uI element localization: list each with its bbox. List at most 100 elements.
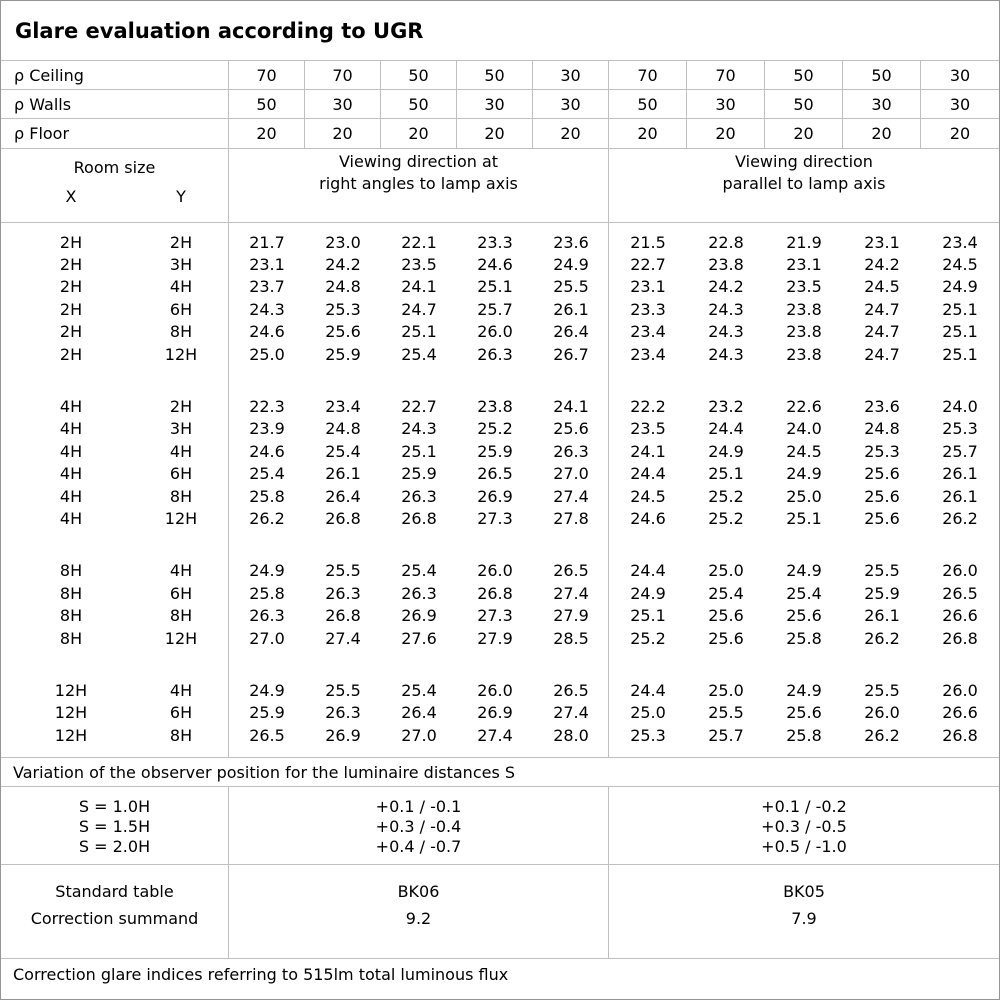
table-header-row: Room size X Y Viewing direction at right… [1,149,999,223]
ugr-value: 24.4 [630,561,666,581]
room-size-block: 8H 4H 24.9 25.5 25.4 26.0 26.5 24.4 25.0 24.9 25.5… [1,560,999,650]
ugr-value: 24.1 [401,277,437,297]
room-y-value: 6H [169,464,193,484]
ugr-value: 25.1 [708,464,744,484]
reflectance-row-label: ρ Walls [1,90,229,119]
table-row: 4H 8H 25.8 26.4 26.3 26.9 27.4 24.5 25.2 25.0 25.6… [1,485,999,507]
table-row: 12H 6H 25.9 26.3 26.4 26.9 27.4 25.0 25.5 25.6 26.… [1,702,999,724]
ugr-value: 24.9 [249,680,285,700]
ugr-value: 24.9 [708,441,744,461]
ugr-value: 25.1 [477,277,513,297]
ugr-value: 25.0 [708,561,744,581]
ugr-value: 27.4 [325,628,361,648]
reflectance-value: 50 [609,90,687,119]
reflectance-value: 20 [687,119,765,149]
reflectance-value: 30 [843,90,921,119]
ugr-value: 23.1 [864,232,900,252]
room-y-value: 8H [169,606,193,626]
variation-note: Variation of the observer position for t… [1,758,999,787]
ugr-value: 22.7 [401,397,437,417]
reflectance-value: 20 [609,119,687,149]
ugr-value: 25.0 [708,680,744,700]
standard-table-block: Standard table Correction summand BK06 9.2 B… [1,865,999,959]
ugr-value: 22.7 [630,255,666,275]
room-y-value: 6H [169,583,193,603]
room-x-value: 4H [59,441,83,461]
ugr-value: 24.5 [786,441,822,461]
ugr-value: 23.4 [325,397,361,417]
ugr-value: 23.6 [864,397,900,417]
reflectance-value: 70 [305,61,381,90]
ugr-value: 28.5 [553,628,589,648]
observer-variation-parallel: +0.1 / -0.2 +0.3 / -0.5 +0.5 / -1.0 [609,787,999,864]
ugr-value: 25.9 [401,464,437,484]
ugr-value: 25.4 [249,464,285,484]
ugr-value: 22.6 [786,397,822,417]
room-y-value: 4H [169,441,193,461]
ugr-value: 24.2 [325,255,361,275]
ugr-value: 27.4 [553,486,589,506]
viewing-direction-right-angles-header: Viewing direction at right angles to lam… [229,149,609,222]
room-x-value: 2H [59,322,83,342]
ugr-value: 26.8 [477,583,513,603]
ugr-value: 25.8 [249,583,285,603]
column-divider [228,223,229,757]
header-line: right angles to lamp axis [319,174,518,193]
reflectance-value: 30 [305,90,381,119]
ugr-value: 25.1 [942,322,978,342]
room-x-value: 2H [59,277,83,297]
table-row: 2H 8H 24.6 25.6 25.1 26.0 26.4 23.4 24.3 23.8 24.7… [1,321,999,343]
ugr-value: 26.1 [864,606,900,626]
ugr-value: 26.8 [325,508,361,528]
ugr-value: 26.3 [477,344,513,364]
ugr-value: 24.4 [708,419,744,439]
ugr-value: 24.2 [708,277,744,297]
standard-value: BK06 [397,882,440,901]
ugr-value: 23.0 [325,232,361,252]
room-x-value: 2H [59,232,83,252]
ugr-value: 24.1 [553,397,589,417]
ugr-value: 26.9 [325,725,361,745]
ugr-value: 24.4 [630,680,666,700]
ugr-value: 25.2 [477,419,513,439]
room-x-value: 4H [59,397,83,417]
table-row: 12H 8H 26.5 26.9 27.0 27.4 28.0 25.3 25.7 25.8 26.… [1,724,999,746]
ugr-value: 25.1 [401,441,437,461]
ugr-value: 24.5 [864,277,900,297]
table-row: 8H 6H 25.8 26.3 26.3 26.8 27.4 24.9 25.4 25.4 25.9… [1,582,999,604]
ugr-value: 23.3 [477,232,513,252]
ugr-value: 23.9 [249,419,285,439]
ugr-value: 26.0 [477,561,513,581]
variation-value: +0.5 / -1.0 [761,837,847,856]
table-row: 2H 12H 25.0 25.9 25.4 26.3 26.7 23.4 24.3 23.8 24.… [1,343,999,365]
ugr-value: 23.8 [708,255,744,275]
ugr-value: 25.6 [864,486,900,506]
ugr-value: 23.7 [249,277,285,297]
ugr-value: 25.6 [708,606,744,626]
ugr-value: 24.6 [249,322,285,342]
ugr-value: 23.4 [630,344,666,364]
table-row: 8H 8H 26.3 26.8 26.9 27.3 27.9 25.1 25.6 25.6 26.1… [1,604,999,626]
ugr-value: 25.4 [401,344,437,364]
room-x-value: 4H [59,486,83,506]
ugr-value: 24.6 [630,508,666,528]
reflectance-value: 20 [533,119,609,149]
reflectance-value: 20 [921,119,999,149]
ugr-value: 24.9 [786,680,822,700]
table-row: 4H 4H 24.6 25.4 25.1 25.9 26.3 24.1 24.9 24.5 25.3… [1,440,999,462]
ugr-value: 27.4 [553,703,589,723]
ugr-value: 25.6 [786,606,822,626]
ugr-value: 21.7 [249,232,285,252]
variation-value: +0.4 / -0.7 [375,837,462,856]
room-x-value: 2H [59,255,83,275]
room-y-value: 12H [164,344,198,364]
ugr-value: 26.5 [553,561,589,581]
standard-value: 7.9 [791,909,817,928]
ugr-value: 27.3 [477,606,513,626]
ugr-value: 26.0 [864,703,900,723]
ugr-value: 24.7 [401,299,437,319]
reflectance-value: 70 [229,61,305,90]
ugr-value: 26.1 [942,486,978,506]
reflectance-value: 30 [533,61,609,90]
ugr-value: 25.5 [325,680,361,700]
